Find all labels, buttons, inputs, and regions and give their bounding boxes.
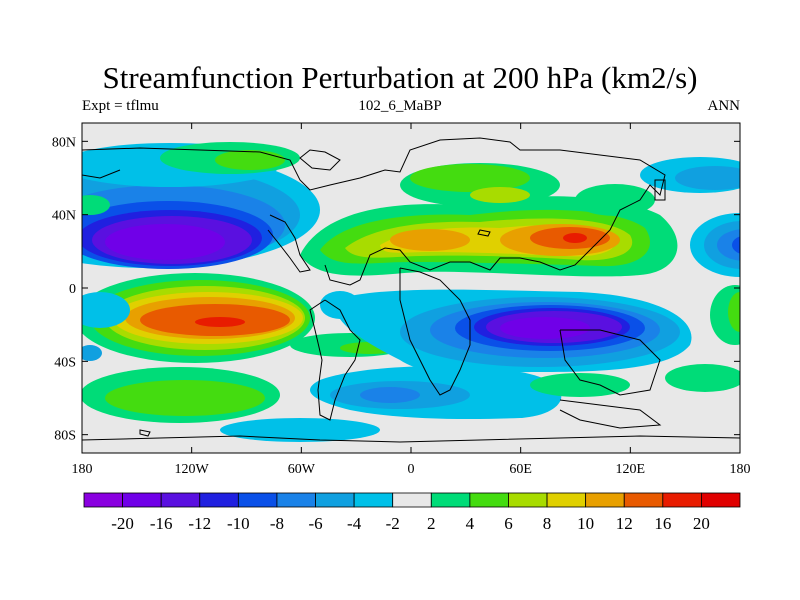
- colorbar-label: -16: [150, 514, 173, 533]
- colorbar-box: [469, 492, 509, 508]
- colorbar-box: [392, 492, 432, 508]
- colorbar-label: 20: [693, 514, 710, 533]
- colorbar-label: 6: [504, 514, 513, 533]
- x-tick-label: 180: [72, 462, 93, 477]
- colorbar: -20 -16 -12 -10 -8 -6 -4 -2 2 4 6 8 10 12 16 20: [83, 492, 741, 533]
- chart-title: Streamfunction Perturbation at 200 hPa (…: [102, 60, 698, 95]
- y-tick-label: 40N: [52, 209, 76, 224]
- x-tick-label: 180: [730, 462, 751, 477]
- colorbar-label: 12: [616, 514, 633, 533]
- colorbar-box: [160, 492, 201, 508]
- x-tick-label: 0: [408, 462, 415, 477]
- colorbar-label: -8: [270, 514, 284, 533]
- x-tick-label: 120W: [175, 462, 210, 477]
- colorbar-label: 16: [654, 514, 671, 533]
- southern-ocean-band: [82, 345, 630, 442]
- colorbar-label: 8: [543, 514, 552, 533]
- colorbar-label: -20: [111, 514, 134, 533]
- experiment-label: Expt = tflmu: [82, 98, 159, 114]
- colorbar-box: [122, 492, 162, 508]
- colorbar-label: 10: [577, 514, 594, 533]
- colorbar-label: -6: [308, 514, 322, 533]
- colorbar-label: 4: [466, 514, 475, 533]
- colorbar-box: [585, 492, 625, 508]
- indian-ocean-low: [320, 289, 692, 374]
- colorbar-box: [199, 492, 239, 508]
- colorbar-box: [276, 492, 316, 508]
- y-tick-label: 80N: [52, 135, 76, 150]
- colorbar-box: [623, 492, 664, 508]
- south-pacific-high: [82, 273, 315, 363]
- y-tick-label: 80S: [54, 429, 76, 444]
- y-tick-label: 40S: [54, 355, 76, 370]
- colorbar-box: [701, 492, 741, 508]
- colorbar-box: [546, 492, 587, 508]
- colorbar-box: [353, 492, 394, 508]
- colorbar-label: -10: [227, 514, 250, 533]
- north-pacific-low: [82, 152, 320, 269]
- x-tick-label: 120E: [616, 462, 646, 477]
- colorbar-label: -4: [347, 514, 362, 533]
- colorbar-label: 2: [427, 514, 436, 533]
- colorbar-box: [430, 492, 471, 508]
- colorbar-box: [662, 492, 702, 508]
- axis-ticks: 180 120W 60W 0 60E 120E 180 80N 40N 0 40S 80S: [52, 123, 751, 477]
- case-label: 102_6_MaBP: [358, 98, 442, 114]
- colorbar-box: [315, 492, 355, 508]
- y-tick-label: 0: [69, 282, 76, 297]
- east-south-high: [665, 285, 740, 392]
- coastlines: [82, 137, 740, 443]
- east-north-low: [690, 213, 740, 277]
- season-label: ANN: [707, 98, 741, 114]
- colorbar-box: [237, 492, 278, 508]
- colorbar-label: -2: [386, 514, 400, 533]
- colorbar-box: [508, 492, 548, 508]
- x-tick-label: 60W: [288, 462, 316, 477]
- map-field: [82, 123, 740, 453]
- colorbar-label: -12: [188, 514, 211, 533]
- colorbar-box: [83, 492, 123, 508]
- x-tick-label: 60E: [509, 462, 532, 477]
